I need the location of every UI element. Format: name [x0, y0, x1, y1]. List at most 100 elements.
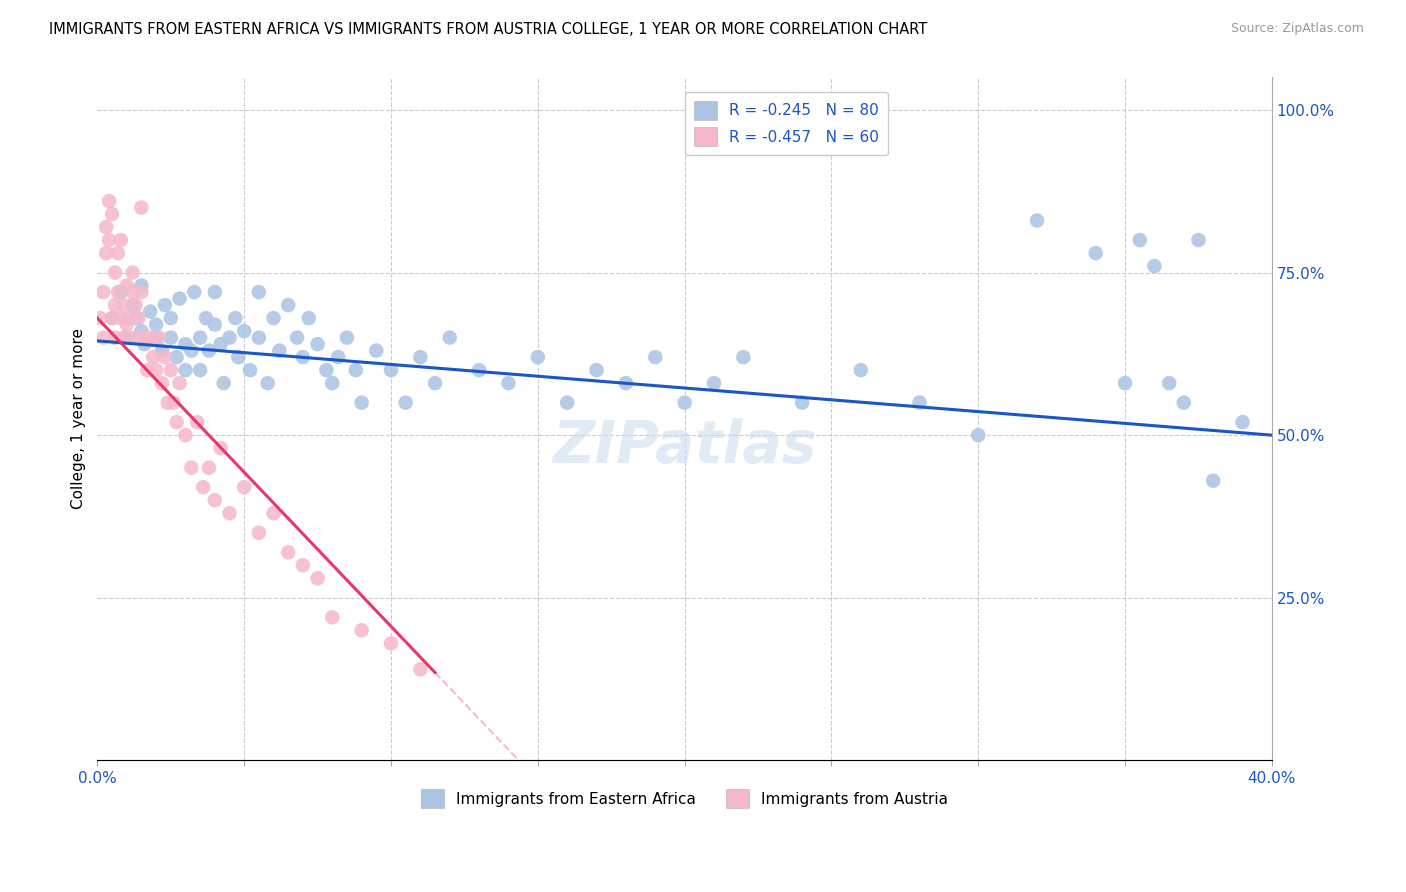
Point [307, 571, 329, 585]
Point [703, 376, 725, 391]
Point [336, 330, 359, 344]
Point [107, 285, 129, 299]
Point [169, 376, 191, 391]
Point [156, 395, 179, 409]
Point [263, 311, 285, 326]
Point [96, 220, 118, 235]
Point [209, 337, 232, 351]
Point [498, 376, 520, 391]
Point [110, 233, 132, 247]
Point [118, 311, 141, 326]
Point [131, 324, 153, 338]
Point [409, 350, 432, 364]
Point [166, 350, 188, 364]
Point [321, 610, 343, 624]
Point [209, 441, 232, 455]
Point [180, 343, 202, 358]
Point [315, 363, 337, 377]
Point [142, 350, 165, 364]
Point [131, 285, 153, 299]
Point [366, 343, 388, 358]
Point [188, 363, 211, 377]
Point [131, 201, 153, 215]
Point [1159, 376, 1181, 391]
Point [124, 298, 146, 312]
Point [733, 350, 755, 364]
Point [159, 330, 181, 344]
Point [115, 330, 138, 344]
Point [321, 376, 343, 391]
Point [350, 395, 373, 409]
Point [1084, 246, 1107, 260]
Point [326, 350, 349, 364]
Point [134, 330, 156, 344]
Point [104, 298, 127, 312]
Y-axis label: College, 1 year or more: College, 1 year or more [72, 328, 86, 509]
Point [380, 363, 402, 377]
Point [98, 194, 121, 208]
Point [198, 343, 221, 358]
Point [174, 363, 197, 377]
Point [163, 395, 186, 409]
Point [218, 330, 240, 344]
Point [298, 311, 321, 326]
Point [107, 246, 129, 260]
Point [191, 480, 214, 494]
Point [1114, 376, 1136, 391]
Point [139, 330, 162, 344]
Point [136, 363, 159, 377]
Point [121, 285, 143, 299]
Point [186, 415, 208, 429]
Point [1232, 415, 1254, 429]
Point [104, 266, 127, 280]
Point [344, 363, 367, 377]
Point [89, 311, 111, 326]
Point [139, 304, 162, 318]
Point [1202, 474, 1225, 488]
Point [1143, 259, 1166, 273]
Point [967, 428, 990, 442]
Point [91, 285, 114, 299]
Text: ZIPatlas: ZIPatlas [553, 417, 817, 475]
Point [112, 298, 135, 312]
Point [291, 350, 314, 364]
Point [350, 624, 373, 638]
Point [204, 318, 226, 332]
Point [112, 330, 135, 344]
Point [153, 298, 176, 312]
Point [150, 376, 173, 391]
Point [423, 376, 446, 391]
Point [198, 460, 221, 475]
Point [849, 363, 872, 377]
Point [145, 363, 167, 377]
Point [269, 343, 291, 358]
Point [1187, 233, 1209, 247]
Text: Source: ZipAtlas.com: Source: ZipAtlas.com [1230, 22, 1364, 36]
Point [159, 311, 181, 326]
Point [121, 298, 143, 312]
Point [285, 330, 308, 344]
Point [115, 318, 138, 332]
Point [188, 330, 211, 344]
Point [98, 233, 121, 247]
Point [145, 318, 167, 332]
Point [256, 376, 278, 391]
Point [395, 395, 418, 409]
Point [212, 376, 235, 391]
Point [218, 506, 240, 520]
Point [247, 330, 270, 344]
Point [226, 350, 249, 364]
Point [233, 324, 256, 338]
Point [183, 285, 205, 299]
Point [124, 311, 146, 326]
Point [180, 460, 202, 475]
Point [439, 330, 461, 344]
Point [380, 636, 402, 650]
Point [585, 363, 607, 377]
Point [101, 207, 124, 221]
Point [277, 298, 299, 312]
Point [124, 330, 146, 344]
Point [224, 311, 246, 326]
Point [614, 376, 637, 391]
Point [644, 350, 666, 364]
